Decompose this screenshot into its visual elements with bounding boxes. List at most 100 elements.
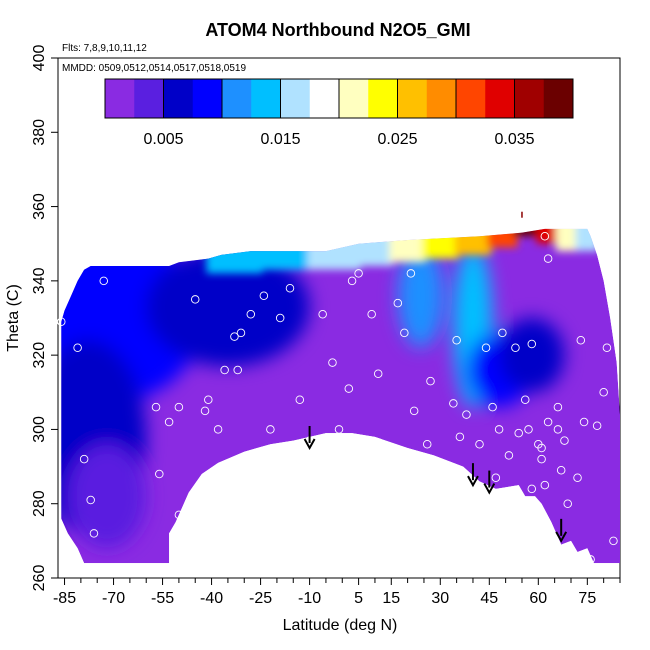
- x-tick-label: -85: [53, 590, 76, 607]
- colorbar-swatch: [163, 79, 194, 118]
- band-segment: [356, 228, 394, 266]
- dates-annotation: MMDD: 0509,0512,0514,0517,0518,0519: [62, 63, 246, 74]
- observation-point: [73, 343, 82, 352]
- observation-point: [449, 399, 458, 408]
- observation-point: [576, 336, 586, 345]
- colorbar-swatch: [339, 79, 369, 118]
- band-segment: [487, 228, 518, 248]
- observation-point: [236, 328, 246, 338]
- x-tick-label: -25: [249, 590, 272, 607]
- observation-point: [155, 469, 164, 479]
- observation-point: [174, 510, 184, 520]
- observation-point: [367, 310, 376, 319]
- observation-point: [563, 499, 572, 508]
- colorbar-tick-label: 0.005: [143, 131, 183, 148]
- observation-point: [354, 269, 363, 278]
- x-tick-label: 45: [480, 590, 498, 607]
- observation-point: [527, 339, 537, 349]
- observation-point: [494, 425, 504, 434]
- y-tick-label: 300: [31, 416, 48, 443]
- observation-point: [266, 425, 275, 434]
- observation-point: [190, 295, 200, 304]
- observation-point: [246, 310, 256, 319]
- observation-point: [347, 276, 357, 286]
- band-segment: [389, 228, 426, 263]
- colorbar-swatch: [397, 79, 428, 118]
- observation-point: [527, 484, 537, 494]
- observation-point: [586, 555, 595, 564]
- colorbar: 0.005 0.015 0.025 0.035: [104, 78, 574, 148]
- y-tick-label: 400: [31, 45, 48, 72]
- observation-layer: [57, 232, 618, 575]
- x-tick-label: -55: [151, 590, 174, 607]
- observation-point: [570, 566, 579, 575]
- y-tick-label: 380: [31, 119, 48, 146]
- arrow-head: [483, 483, 496, 495]
- observation-point: [422, 440, 432, 449]
- observation-point: [151, 402, 161, 412]
- observation-point: [79, 454, 89, 464]
- x-tick-label: 15: [382, 590, 400, 607]
- observation-point: [537, 454, 546, 464]
- observation-point: [602, 343, 612, 352]
- observation-point: [579, 417, 589, 427]
- x-tick-label: -70: [102, 590, 125, 607]
- observation-point: [599, 388, 608, 397]
- x-axis-label: Latitude (deg N): [283, 617, 398, 634]
- arrow-head: [303, 438, 316, 451]
- observation-point: [455, 432, 465, 442]
- observation-point: [560, 436, 569, 445]
- observation-point: [475, 440, 484, 449]
- band-segment: [307, 232, 361, 270]
- chart-title: ATOM4 Northbound N2O5_GMI: [205, 20, 470, 40]
- observation-point: [57, 317, 66, 326]
- observation-point: [514, 428, 523, 438]
- observation-point: [498, 328, 507, 338]
- band-segment: [206, 236, 263, 274]
- arrow-head: [555, 531, 568, 543]
- colorbar-swatch: [222, 79, 252, 118]
- arrow-head: [467, 475, 479, 488]
- observation-point: [540, 232, 550, 241]
- observation-point: [481, 343, 491, 352]
- band-segment: [575, 228, 600, 252]
- observation-point: [543, 417, 553, 427]
- observation-point: [553, 425, 563, 434]
- colorbar-tick-label: 0.035: [494, 131, 534, 148]
- colorbar-swatch: [280, 79, 311, 118]
- observation-point: [318, 310, 327, 319]
- observation-point: [534, 514, 543, 523]
- y-tick-label: 260: [31, 565, 48, 592]
- y-tick-label: 320: [31, 342, 48, 369]
- observation-point: [409, 406, 419, 416]
- field-layer: [61, 228, 621, 564]
- observation-point: [230, 332, 239, 341]
- y-tick-label: 340: [31, 267, 48, 294]
- observation-point: [400, 328, 409, 338]
- band-segment: [536, 228, 560, 244]
- colorbar-swatch: [105, 79, 135, 118]
- colorbar-swatch: [134, 79, 164, 118]
- x-tick-label: 5: [354, 590, 363, 607]
- axes: -85 -70 -55 -40 -25 -10 5 15 30 45 60 75 260 280 300 32…: [31, 45, 621, 607]
- colorbar-swatch: [543, 79, 574, 118]
- observation-point: [233, 365, 242, 375]
- observation-point: [89, 529, 99, 538]
- arrow-layer: [303, 211, 568, 543]
- band-segment: [513, 228, 541, 237]
- observation-point: [393, 298, 403, 308]
- y-tick-label: 280: [31, 490, 48, 517]
- observation-point: [540, 480, 550, 490]
- colorbar-tick-label: 0.015: [260, 131, 300, 148]
- x-tick-label: 60: [529, 590, 547, 607]
- plot-frame: [57, 57, 621, 579]
- colorbar-swatch: [309, 79, 340, 118]
- band-segment: [421, 228, 459, 259]
- observation-point: [259, 291, 269, 300]
- observation-point: [285, 284, 295, 293]
- observation-point: [174, 402, 184, 412]
- observation-point: [86, 495, 95, 505]
- colorbar-swatch: [456, 79, 486, 118]
- field-blob: [67, 444, 147, 549]
- observation-point: [164, 417, 174, 427]
